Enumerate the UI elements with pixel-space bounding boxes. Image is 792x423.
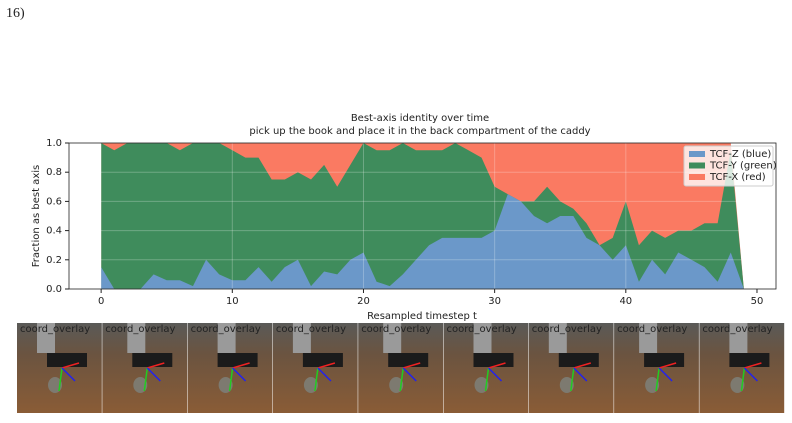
frame-axis-green xyxy=(655,367,660,392)
frame-axis-blue xyxy=(743,367,758,382)
frame-label: coord_overlay xyxy=(276,324,346,335)
frame-label: coord_overlay xyxy=(105,324,175,335)
y-tick-label: 0.0 xyxy=(46,284,62,295)
frame-axis-red xyxy=(488,362,506,369)
legend-swatch xyxy=(689,174,705,180)
frame-axis-red xyxy=(147,362,165,369)
frame-robot xyxy=(639,323,658,353)
frame-robot xyxy=(548,323,567,353)
frame-robot xyxy=(729,323,748,353)
page-header: 16) xyxy=(6,6,25,21)
frame-mug xyxy=(389,377,404,393)
area xyxy=(101,194,744,289)
frame-image xyxy=(17,323,102,413)
x-tick-label: 40 xyxy=(619,296,632,307)
y-tick-label: 0.8 xyxy=(46,167,62,178)
frame-axis-green xyxy=(484,367,490,392)
frame-axis-green xyxy=(314,367,319,392)
frame-label: coord_overlay xyxy=(20,324,90,335)
frame-mug xyxy=(559,377,574,393)
legend-label: TCF-Z (blue) xyxy=(709,149,771,160)
frame-mug xyxy=(730,377,745,393)
frame-axis-red xyxy=(573,362,592,369)
frame-robot xyxy=(473,323,492,353)
frame-mug xyxy=(645,377,660,393)
frame-axis-blue xyxy=(146,367,161,382)
frame-axis-red xyxy=(317,362,336,369)
frame-robot xyxy=(217,323,236,353)
x-tick-label: 50 xyxy=(751,296,764,307)
frame-axis-blue xyxy=(402,367,417,382)
frame-axis-green xyxy=(399,367,404,392)
frame-image xyxy=(528,323,614,413)
y-axis-label: Fraction as best axis xyxy=(31,165,42,267)
frame-mug xyxy=(303,377,318,393)
frame-axis-blue xyxy=(232,367,247,382)
frame-axis-blue xyxy=(573,367,588,382)
frame-axis-green xyxy=(58,367,63,392)
frame-label: coord_overlay xyxy=(361,324,431,335)
frame-axis-blue xyxy=(487,367,503,382)
frame-axis-red xyxy=(61,362,80,369)
frame-axis-green xyxy=(143,367,149,392)
frame-robot xyxy=(127,323,146,353)
frame-caddy xyxy=(132,353,173,367)
frame-axis-green xyxy=(228,367,234,392)
frame-label: coord_overlay xyxy=(447,324,517,335)
frame-axis-blue xyxy=(61,367,76,382)
frame-caddy xyxy=(558,353,599,367)
frame-caddy xyxy=(473,353,514,367)
frame-robot xyxy=(292,323,311,353)
y-tick-label: 0.4 xyxy=(46,226,62,237)
legend-swatch xyxy=(689,151,705,157)
frame-axis-blue xyxy=(317,367,332,382)
frame-mug xyxy=(218,377,233,393)
legend-label: TCF-X (red) xyxy=(709,172,766,183)
frame-label: coord_overlay xyxy=(532,324,602,335)
frame-axis-red xyxy=(402,362,421,369)
frame-axis-green xyxy=(740,367,746,392)
frame-robot xyxy=(37,323,55,353)
x-tick-label: 0 xyxy=(98,296,104,307)
frame-caddy xyxy=(644,353,685,367)
frame-caddy xyxy=(217,353,258,367)
frame-label: coord_overlay xyxy=(191,324,261,335)
frame-axis-red xyxy=(744,362,762,369)
plot-frame xyxy=(68,142,777,290)
frame-caddy xyxy=(729,353,770,367)
frame-axis-red xyxy=(232,362,250,369)
x-axis-label: Resampled timestep t xyxy=(367,311,477,322)
frames: coord_overlay coord_overlay coord_overlay c… xyxy=(17,323,785,413)
frame-robot xyxy=(383,323,402,353)
frame-image xyxy=(272,323,358,413)
frame-axis-green xyxy=(570,367,575,392)
y-tick-label: 0.2 xyxy=(46,255,62,266)
frame-mug xyxy=(133,377,148,393)
y-tick-label: 1.0 xyxy=(46,138,62,149)
legend-label: TCF-Y (green) xyxy=(709,161,777,172)
chart-subtitle: pick up the book and place it in the bac… xyxy=(249,126,590,137)
frame-caddy xyxy=(47,353,87,367)
frame-mug xyxy=(48,377,62,393)
frame-caddy xyxy=(302,353,343,367)
chart-title: Best-axis identity over time xyxy=(351,113,489,124)
frame-axis-red xyxy=(658,362,677,369)
frame-axis-blue xyxy=(658,367,673,382)
x-tick-label: 30 xyxy=(488,296,501,307)
x-tick-label: 10 xyxy=(226,296,239,307)
frame-label: coord_overlay xyxy=(617,324,687,335)
frame-label: coord_overlay xyxy=(702,324,772,335)
frame-mug xyxy=(474,377,489,393)
x-tick-label: 20 xyxy=(357,296,370,307)
legend-box xyxy=(683,145,774,187)
y-tick-label: 0.6 xyxy=(46,196,62,207)
legend-swatch xyxy=(689,162,705,169)
frame-caddy xyxy=(388,353,429,367)
